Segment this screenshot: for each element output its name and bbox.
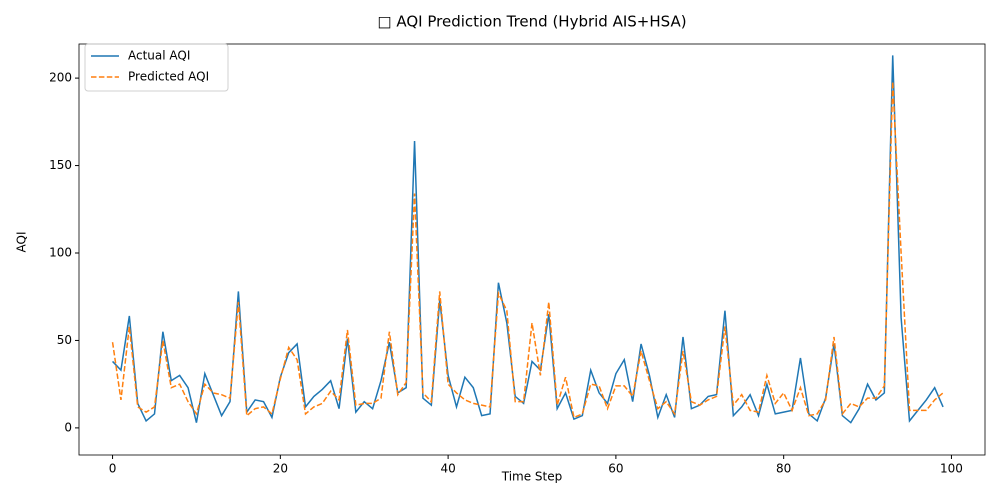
y-tick-label: 200	[49, 71, 72, 85]
x-tick-label: 40	[440, 462, 455, 476]
x-axis-label: Time Step	[501, 470, 563, 484]
legend-box	[84, 43, 229, 92]
legend-label: Predicted AQI	[128, 70, 209, 84]
y-tick-label: 50	[57, 333, 72, 347]
chart-title: □ AQI Prediction Trend (Hybrid AIS+HSA)	[377, 13, 686, 31]
x-tick-label: 100	[940, 462, 963, 476]
y-tick-label: 0	[64, 420, 72, 434]
x-tick-label: 20	[273, 462, 288, 476]
x-tick-label: 60	[608, 462, 623, 476]
data-line	[112, 55, 944, 424]
x-tick-label: 0	[109, 462, 117, 476]
y-tick-label: 100	[49, 245, 72, 259]
legend-label: Actual AQI	[128, 49, 190, 63]
x-tick-label: 80	[776, 462, 791, 476]
y-axis-label: AQI	[15, 232, 29, 253]
data-line	[111, 81, 944, 419]
plot-frame	[78, 43, 986, 456]
y-tick-label: 150	[49, 158, 72, 172]
